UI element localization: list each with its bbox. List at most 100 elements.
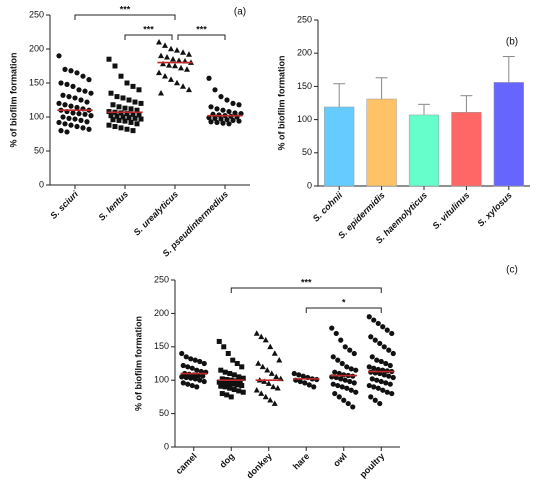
y-tick-label: 200	[29, 43, 44, 53]
data-point	[180, 380, 186, 386]
data-point	[329, 325, 335, 331]
data-point	[221, 344, 227, 350]
panel-label: (a)	[234, 7, 246, 18]
data-point	[236, 374, 242, 380]
data-point	[174, 79, 180, 86]
y-tick-label: 200	[297, 48, 312, 58]
data-point	[197, 377, 203, 383]
y-tick-label: 100	[154, 375, 169, 385]
data-point	[197, 358, 203, 365]
data-point	[80, 73, 86, 79]
data-point	[227, 385, 233, 391]
data-point	[240, 375, 246, 381]
data-point	[64, 81, 70, 87]
x-tick-label: S. urealyticus	[132, 189, 180, 237]
data-point	[124, 111, 130, 117]
significance-bracket	[230, 287, 382, 293]
data-point	[70, 110, 76, 116]
data-point	[185, 381, 191, 387]
y-axis-label: % of biofilm formation	[133, 316, 143, 411]
data-point	[62, 102, 68, 108]
data-point	[192, 376, 198, 382]
data-point	[138, 100, 144, 106]
data-point	[128, 106, 134, 112]
data-point	[106, 56, 112, 62]
data-point	[216, 379, 222, 385]
data-point	[261, 378, 268, 384]
data-point	[60, 92, 66, 98]
data-point	[156, 69, 162, 76]
data-point	[179, 350, 185, 357]
data-point	[347, 347, 353, 353]
data-point	[222, 369, 228, 375]
data-point	[276, 356, 283, 363]
data-point	[240, 389, 246, 395]
data-point	[230, 117, 236, 123]
data-point	[224, 97, 230, 103]
data-point	[168, 45, 174, 52]
data-point	[118, 73, 124, 79]
bar	[324, 106, 355, 187]
significance-label: ***	[143, 24, 154, 34]
data-point	[74, 123, 80, 130]
data-point	[262, 336, 269, 343]
data-point	[126, 115, 132, 121]
y-tick-label: 0	[164, 441, 169, 451]
data-point	[219, 391, 225, 397]
data-point	[348, 366, 354, 372]
data-point	[116, 117, 122, 123]
data-point	[347, 378, 353, 385]
data-point	[126, 97, 132, 103]
data-point	[230, 100, 236, 106]
data-point	[377, 400, 383, 407]
data-point	[108, 90, 114, 96]
data-point	[174, 47, 180, 53]
significance-label: *	[342, 297, 346, 307]
data-point	[386, 373, 392, 379]
significance-label: ***	[120, 4, 131, 14]
data-point	[274, 385, 281, 391]
data-point	[134, 107, 140, 113]
data-point	[380, 324, 386, 330]
data-point	[76, 111, 82, 117]
data-point	[389, 390, 395, 397]
x-tick-label: hare	[291, 451, 312, 472]
data-point	[138, 116, 144, 122]
y-axis-label: % of biofilm formation	[8, 53, 18, 148]
data-point	[386, 347, 392, 353]
data-point	[166, 62, 172, 68]
data-point	[371, 365, 377, 371]
data-point	[108, 113, 114, 119]
data-point	[164, 53, 170, 60]
data-point	[267, 343, 274, 350]
data-point	[227, 371, 233, 377]
data-point	[114, 113, 120, 119]
y-tick-label: 150	[154, 341, 169, 351]
data-point	[58, 80, 64, 86]
data-point	[76, 87, 82, 93]
data-point	[222, 384, 228, 390]
data-point	[350, 404, 356, 410]
y-tick-label: 50	[34, 145, 44, 155]
data-point	[110, 102, 116, 108]
y-tick-label: 50	[159, 408, 169, 418]
data-point	[212, 115, 218, 121]
data-point	[239, 364, 245, 370]
data-point	[132, 99, 138, 105]
data-point	[122, 105, 128, 111]
data-point	[216, 338, 222, 344]
data-point	[271, 400, 278, 406]
data-point	[372, 397, 378, 403]
data-point	[200, 373, 206, 379]
data-point	[236, 118, 242, 124]
significance-bracket	[74, 14, 176, 20]
data-point	[130, 111, 136, 117]
data-point	[342, 377, 348, 383]
data-point	[120, 114, 126, 120]
data-point	[219, 376, 225, 382]
data-point	[226, 108, 232, 115]
data-point	[185, 364, 191, 370]
data-point	[134, 121, 140, 127]
significance-bracket	[305, 307, 382, 313]
data-point	[136, 87, 142, 93]
